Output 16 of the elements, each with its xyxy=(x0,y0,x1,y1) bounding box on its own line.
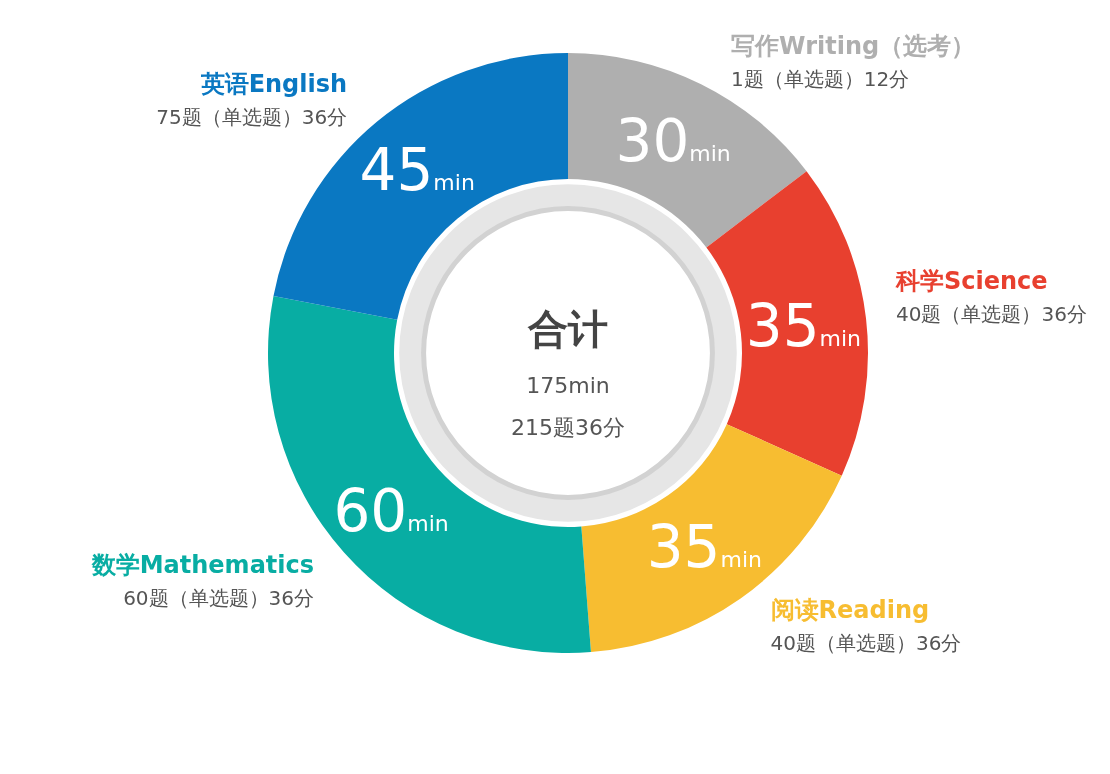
donut-slice xyxy=(706,171,868,476)
data-label: 30min xyxy=(615,106,731,175)
text: 215题36分 xyxy=(511,415,625,440)
slice-label: 数学Mathematics xyxy=(90,550,315,579)
text: 75题（单选题）36分 xyxy=(156,104,348,129)
slice-label: 科学Science xyxy=(895,266,1048,295)
data-label: 60min xyxy=(333,476,449,545)
slice-label: 写作Writing（选考） xyxy=(731,32,976,61)
text: 合计 xyxy=(527,306,608,352)
text: 40题（单选题）36分 xyxy=(896,301,1087,326)
text: 1题（单选题）12分 xyxy=(731,67,910,92)
text: 40题（单选题）36分 xyxy=(770,631,962,656)
text: 60题（单选题）36分 xyxy=(123,585,315,610)
slice-label: 阅读Reading xyxy=(770,596,930,625)
slice-label: 英语English xyxy=(199,69,348,98)
text: 175min xyxy=(526,373,610,398)
